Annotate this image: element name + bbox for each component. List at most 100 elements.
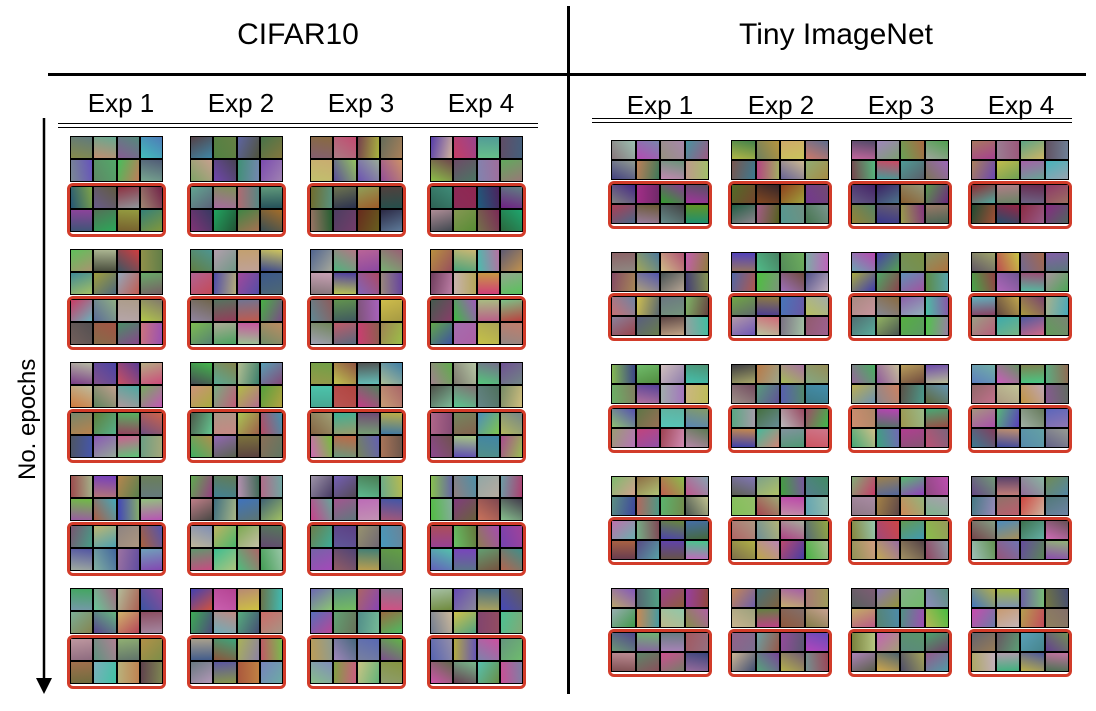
sample-thumbnail — [900, 316, 925, 336]
sample-thumbnail — [851, 520, 876, 540]
sample-thumbnail — [453, 209, 477, 232]
sample-thumbnail — [971, 540, 996, 560]
sample-thumbnail — [453, 498, 477, 521]
sample-thumbnail — [635, 184, 660, 204]
sample-thumbnail — [1020, 588, 1045, 608]
sample-thumbnail — [93, 322, 117, 345]
sample-thumbnail — [430, 548, 454, 571]
cifar10-exp3-label: Exp 3 — [327, 88, 395, 118]
sample-thumbnail — [356, 385, 380, 408]
sample-thumbnail — [1020, 496, 1045, 516]
sample-thumbnail — [139, 322, 163, 345]
sample-thumbnail — [635, 364, 660, 384]
sample-thumbnail — [804, 608, 829, 628]
sample-thumbnail — [499, 475, 523, 498]
sample-thumbnail — [236, 548, 260, 571]
sample-thumbnail — [875, 428, 900, 448]
sample-thumbnail — [635, 296, 660, 316]
tiny-imagenet-grid-exp3-row2 — [848, 252, 952, 341]
sample-thumbnail — [310, 186, 334, 209]
sample-thumbnail — [379, 548, 403, 571]
sample-thumbnail — [70, 588, 94, 611]
sample-thumbnail — [635, 652, 660, 672]
generated-samples-highlight — [848, 517, 952, 565]
sample-thumbnail — [499, 412, 523, 435]
sample-thumbnail — [499, 435, 523, 458]
sample-thumbnail — [70, 186, 94, 209]
sample-thumbnail — [70, 475, 94, 498]
sample-thumbnail — [731, 652, 756, 672]
tiny-imagenet-grid-exp3-row4 — [848, 476, 952, 565]
sample-thumbnail — [356, 638, 380, 661]
sample-thumbnail — [139, 385, 163, 408]
sample-thumbnail — [379, 249, 403, 272]
sample-thumbnail — [139, 498, 163, 521]
sample-thumbnail — [236, 249, 260, 272]
sample-thumbnail — [804, 588, 829, 608]
sample-thumbnail — [476, 611, 500, 634]
sample-thumbnail — [116, 498, 140, 521]
sample-thumbnail — [333, 209, 357, 232]
sample-thumbnail — [476, 159, 500, 182]
sample-thumbnail — [1020, 408, 1045, 428]
sample-thumbnail — [851, 272, 876, 292]
sample-thumbnail — [780, 364, 805, 384]
sample-thumbnail — [70, 362, 94, 385]
sample-thumbnail — [333, 249, 357, 272]
sample-thumbnail — [259, 611, 283, 634]
sample-thumbnail — [139, 412, 163, 435]
sample-thumbnail — [499, 362, 523, 385]
sample-thumbnail — [635, 608, 660, 628]
cifar10-grid-exp3-row2 — [307, 249, 406, 350]
sample-thumbnail — [139, 362, 163, 385]
sample-thumbnail — [635, 140, 660, 160]
sample-thumbnail — [635, 204, 660, 224]
cifar10-grid-exp1-row1 — [67, 136, 166, 237]
sample-thumbnail — [1020, 184, 1045, 204]
sample-thumbnail — [190, 299, 214, 322]
sample-thumbnail — [310, 412, 334, 435]
sample-thumbnail — [1020, 520, 1045, 540]
sample-thumbnail — [430, 435, 454, 458]
sample-thumbnail — [900, 652, 925, 672]
cifar10-grid-exp1-row5 — [67, 588, 166, 689]
cifar10-grid-exp3-row3 — [307, 362, 406, 463]
generated-samples-highlight — [848, 293, 952, 341]
sample-thumbnail — [356, 548, 380, 571]
sample-thumbnail — [70, 412, 94, 435]
generated-samples-highlight — [728, 517, 832, 565]
sample-thumbnail — [731, 496, 756, 516]
sample-thumbnail — [379, 638, 403, 661]
sample-thumbnail — [430, 412, 454, 435]
sample-thumbnail — [236, 299, 260, 322]
sample-thumbnail — [190, 498, 214, 521]
sample-thumbnail — [684, 540, 709, 560]
sample-thumbnail — [499, 385, 523, 408]
sample-thumbnail — [971, 384, 996, 404]
sample-thumbnail — [453, 475, 477, 498]
sample-thumbnail — [70, 299, 94, 322]
sample-thumbnail — [236, 159, 260, 182]
tiny-exp1-label: Exp 1 — [626, 90, 694, 120]
sample-thumbnail — [875, 252, 900, 272]
sample-thumbnail — [333, 299, 357, 322]
sample-thumbnail — [379, 272, 403, 295]
sample-thumbnail — [780, 520, 805, 540]
cifar10-grid-exp3-row5 — [307, 588, 406, 689]
generated-samples-highlight — [728, 629, 832, 677]
sample-thumbnail — [635, 428, 660, 448]
sample-thumbnail — [995, 140, 1020, 160]
sample-thumbnail — [851, 540, 876, 560]
sample-thumbnail — [333, 498, 357, 521]
sample-thumbnail — [875, 272, 900, 292]
sample-thumbnail — [731, 160, 756, 180]
sample-thumbnail — [731, 428, 756, 448]
sample-thumbnail — [851, 160, 876, 180]
sample-thumbnail — [333, 186, 357, 209]
sample-thumbnail — [1020, 428, 1045, 448]
sample-thumbnail — [379, 186, 403, 209]
sample-thumbnail — [310, 299, 334, 322]
sample-thumbnail — [190, 249, 214, 272]
sample-thumbnail — [900, 496, 925, 516]
sample-thumbnail — [780, 184, 805, 204]
